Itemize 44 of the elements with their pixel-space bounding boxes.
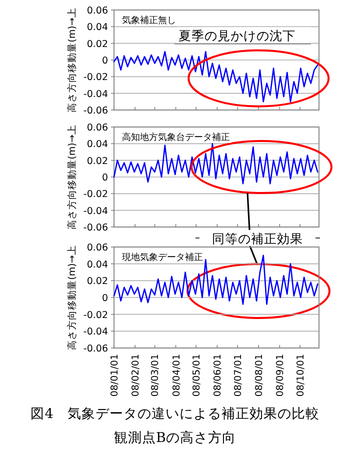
x-tick-label: 08/05/01	[192, 354, 203, 397]
x-tick-label: 08/02/01	[130, 354, 142, 397]
y-tick-label: -0.02	[83, 310, 108, 321]
y-tick-label: 0.04	[86, 139, 108, 150]
caption: 図4 気象データの違いによる補正効果の比較	[30, 406, 320, 422]
y-tick-label: 0.02	[86, 156, 108, 167]
y-tick-label: 0.02	[86, 276, 108, 288]
y-tick-label: -0.04	[83, 206, 108, 217]
y-tick-label: 0.06	[86, 6, 108, 16]
y-tick-label: 0.04	[86, 259, 108, 270]
x-tick-label: 08/07/01	[233, 354, 244, 397]
x-tick-label: 08/01/01	[110, 354, 120, 397]
line-series	[113, 51, 318, 102]
text: 同等の補正効果	[212, 231, 303, 246]
annotation: 夏季の見かけの沈下	[178, 28, 296, 43]
y-tick-label: 0.06	[86, 122, 108, 134]
y-axis-title: 高さ方向移動量(m)→上	[66, 124, 78, 230]
x-tick-label: 08/06/01	[212, 354, 224, 397]
y-tick-label: 0.02	[86, 38, 108, 50]
y-tick-label: -0.06	[83, 344, 108, 354]
x-tick-label: 08/08/01	[254, 354, 266, 397]
y-tick-label: -0.02	[83, 189, 108, 200]
x-tick-label: 08/09/01	[275, 354, 286, 397]
y-axis-title: 高さ方向移動量(m)→上	[66, 245, 78, 350]
y-tick-label: 0	[102, 56, 108, 66]
text: 現地気象データ補正	[122, 252, 203, 263]
y-axis-title: 高さ方向移動量(m)→上	[66, 8, 78, 112]
y-tick-label: 0	[102, 293, 108, 304]
y-tick-label: -0.06	[83, 222, 108, 234]
line-series	[113, 254, 318, 305]
y-tick-label: 0	[102, 172, 108, 184]
y-tick-label: -0.06	[83, 106, 108, 116]
text: 観測点Bの高さ方向	[114, 430, 236, 446]
x-tick-label: 08/10/01	[295, 354, 306, 397]
line-series	[113, 143, 318, 184]
y-tick-label: 0.06	[86, 242, 108, 254]
x-tick-label: 08/03/01	[150, 354, 162, 397]
x-tick-label: 08/04/01	[171, 354, 182, 397]
text: 高知地方気象台データ補正	[122, 132, 230, 143]
y-tick-label: -0.02	[83, 72, 108, 84]
y-tick-label: -0.04	[83, 88, 108, 100]
y-tick-label: 0.04	[86, 22, 108, 34]
text: 気象補正無し	[122, 15, 176, 26]
y-tick-label: -0.04	[83, 326, 108, 338]
